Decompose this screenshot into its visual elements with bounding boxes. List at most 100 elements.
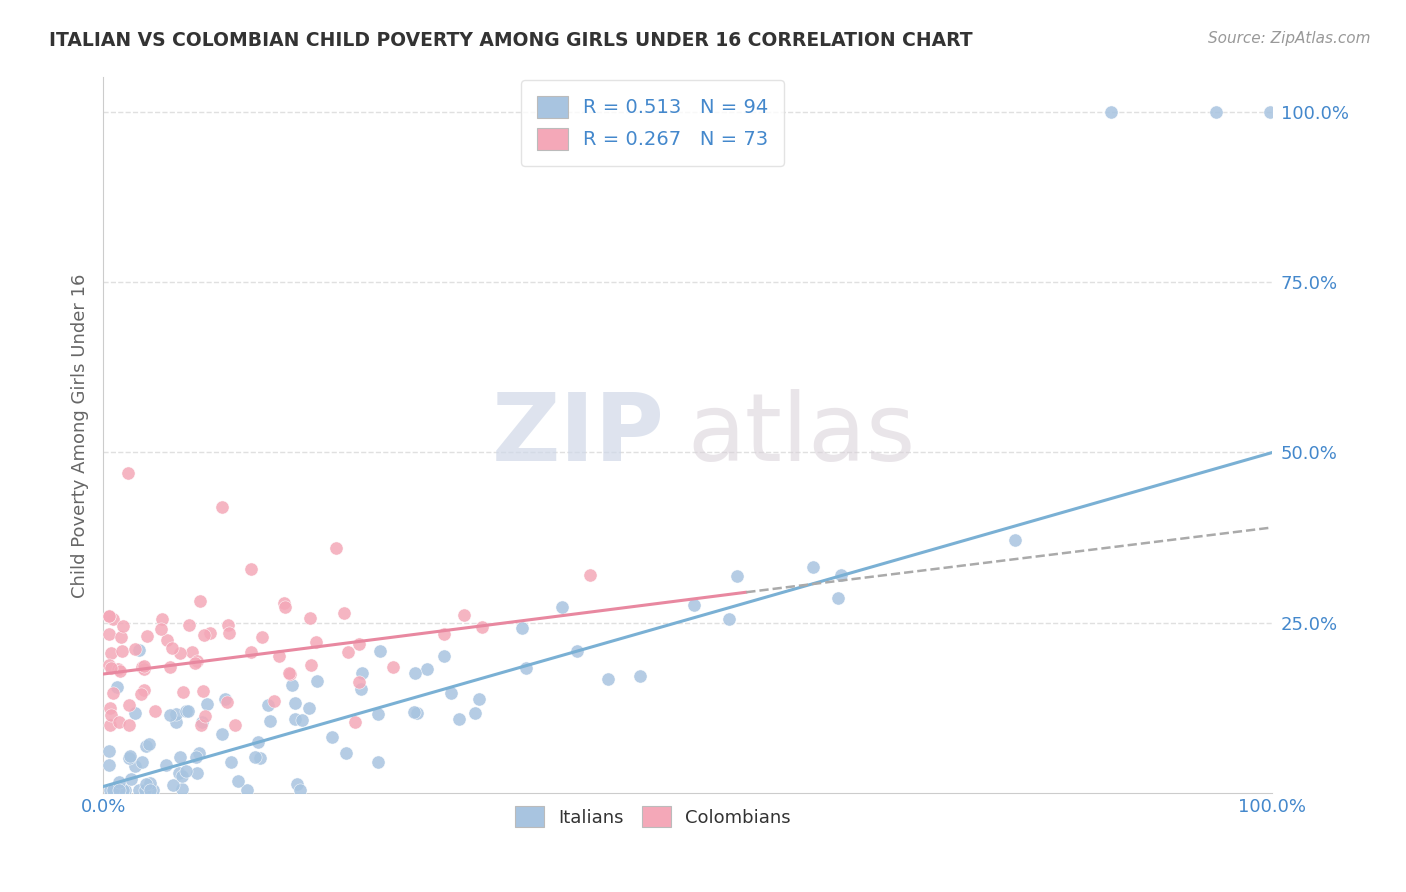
Point [101, 783, 124, 797]
Point [278, 667, 301, 681]
Point [305, 635, 328, 649]
Point [177, 704, 200, 718]
Point [1205, 104, 1227, 119]
Point [105, 681, 128, 695]
Point [347, 637, 370, 651]
Point [186, 654, 208, 668]
Point [471, 620, 494, 634]
Point [347, 675, 370, 690]
Point [267, 648, 290, 663]
Point [256, 698, 278, 712]
Point [98, 608, 121, 623]
Point [298, 701, 321, 715]
Point [259, 714, 281, 728]
Point [118, 698, 141, 713]
Point [108, 664, 131, 678]
Point [252, 630, 274, 644]
Point [169, 765, 191, 780]
Point [139, 783, 162, 797]
Point [1099, 104, 1122, 119]
Point [214, 692, 236, 706]
Point [337, 645, 360, 659]
Point [162, 778, 184, 792]
Point [193, 684, 215, 698]
Point [325, 541, 347, 555]
Point [105, 783, 128, 797]
Point [108, 783, 131, 797]
Point [447, 712, 470, 726]
Point [188, 594, 211, 608]
Point [165, 715, 187, 730]
Point [598, 673, 620, 687]
Point [285, 777, 308, 791]
Point [155, 757, 177, 772]
Point [273, 596, 295, 610]
Point [246, 735, 269, 749]
Point [98, 744, 121, 758]
Point [243, 750, 266, 764]
Point [186, 766, 208, 780]
Point [510, 621, 533, 635]
Point [277, 665, 299, 680]
Point [138, 738, 160, 752]
Point [628, 669, 651, 683]
Point [111, 783, 134, 797]
Point [98, 658, 121, 673]
Point [236, 783, 259, 797]
Point [551, 599, 574, 614]
Point [100, 661, 122, 675]
Point [281, 678, 304, 692]
Point [114, 783, 136, 797]
Point [416, 662, 439, 676]
Point [578, 568, 600, 582]
Point [134, 662, 156, 676]
Point [718, 611, 741, 625]
Point [194, 709, 217, 723]
Point [682, 598, 704, 612]
Point [170, 769, 193, 783]
Point [124, 641, 146, 656]
Point [211, 727, 233, 741]
Point [321, 731, 343, 745]
Point [120, 772, 142, 787]
Point [101, 612, 124, 626]
Point [404, 666, 426, 681]
Point [830, 568, 852, 582]
Point [215, 696, 238, 710]
Point [464, 706, 486, 721]
Point [98, 608, 121, 623]
Point [218, 626, 240, 640]
Point [263, 694, 285, 708]
Point [107, 661, 129, 675]
Point [240, 562, 263, 576]
Point [184, 750, 207, 764]
Point [143, 705, 166, 719]
Point [174, 764, 197, 778]
Point [801, 559, 824, 574]
Point [132, 683, 155, 698]
Point [150, 612, 173, 626]
Point [104, 783, 127, 797]
Text: Source: ZipAtlas.com: Source: ZipAtlas.com [1208, 31, 1371, 46]
Point [101, 783, 124, 797]
Point [1258, 104, 1281, 119]
Point [284, 712, 307, 726]
Point [132, 658, 155, 673]
Point [170, 781, 193, 796]
Point [112, 618, 135, 632]
Point [159, 659, 181, 673]
Point [368, 644, 391, 658]
Point [184, 656, 207, 670]
Point [274, 600, 297, 615]
Point [288, 783, 311, 797]
Point [468, 692, 491, 706]
Point [110, 630, 132, 644]
Point [100, 708, 122, 723]
Point [98, 757, 121, 772]
Point [169, 749, 191, 764]
Point [155, 632, 177, 647]
Point [291, 713, 314, 727]
Point [453, 607, 475, 622]
Point [190, 718, 212, 732]
Point [827, 591, 849, 605]
